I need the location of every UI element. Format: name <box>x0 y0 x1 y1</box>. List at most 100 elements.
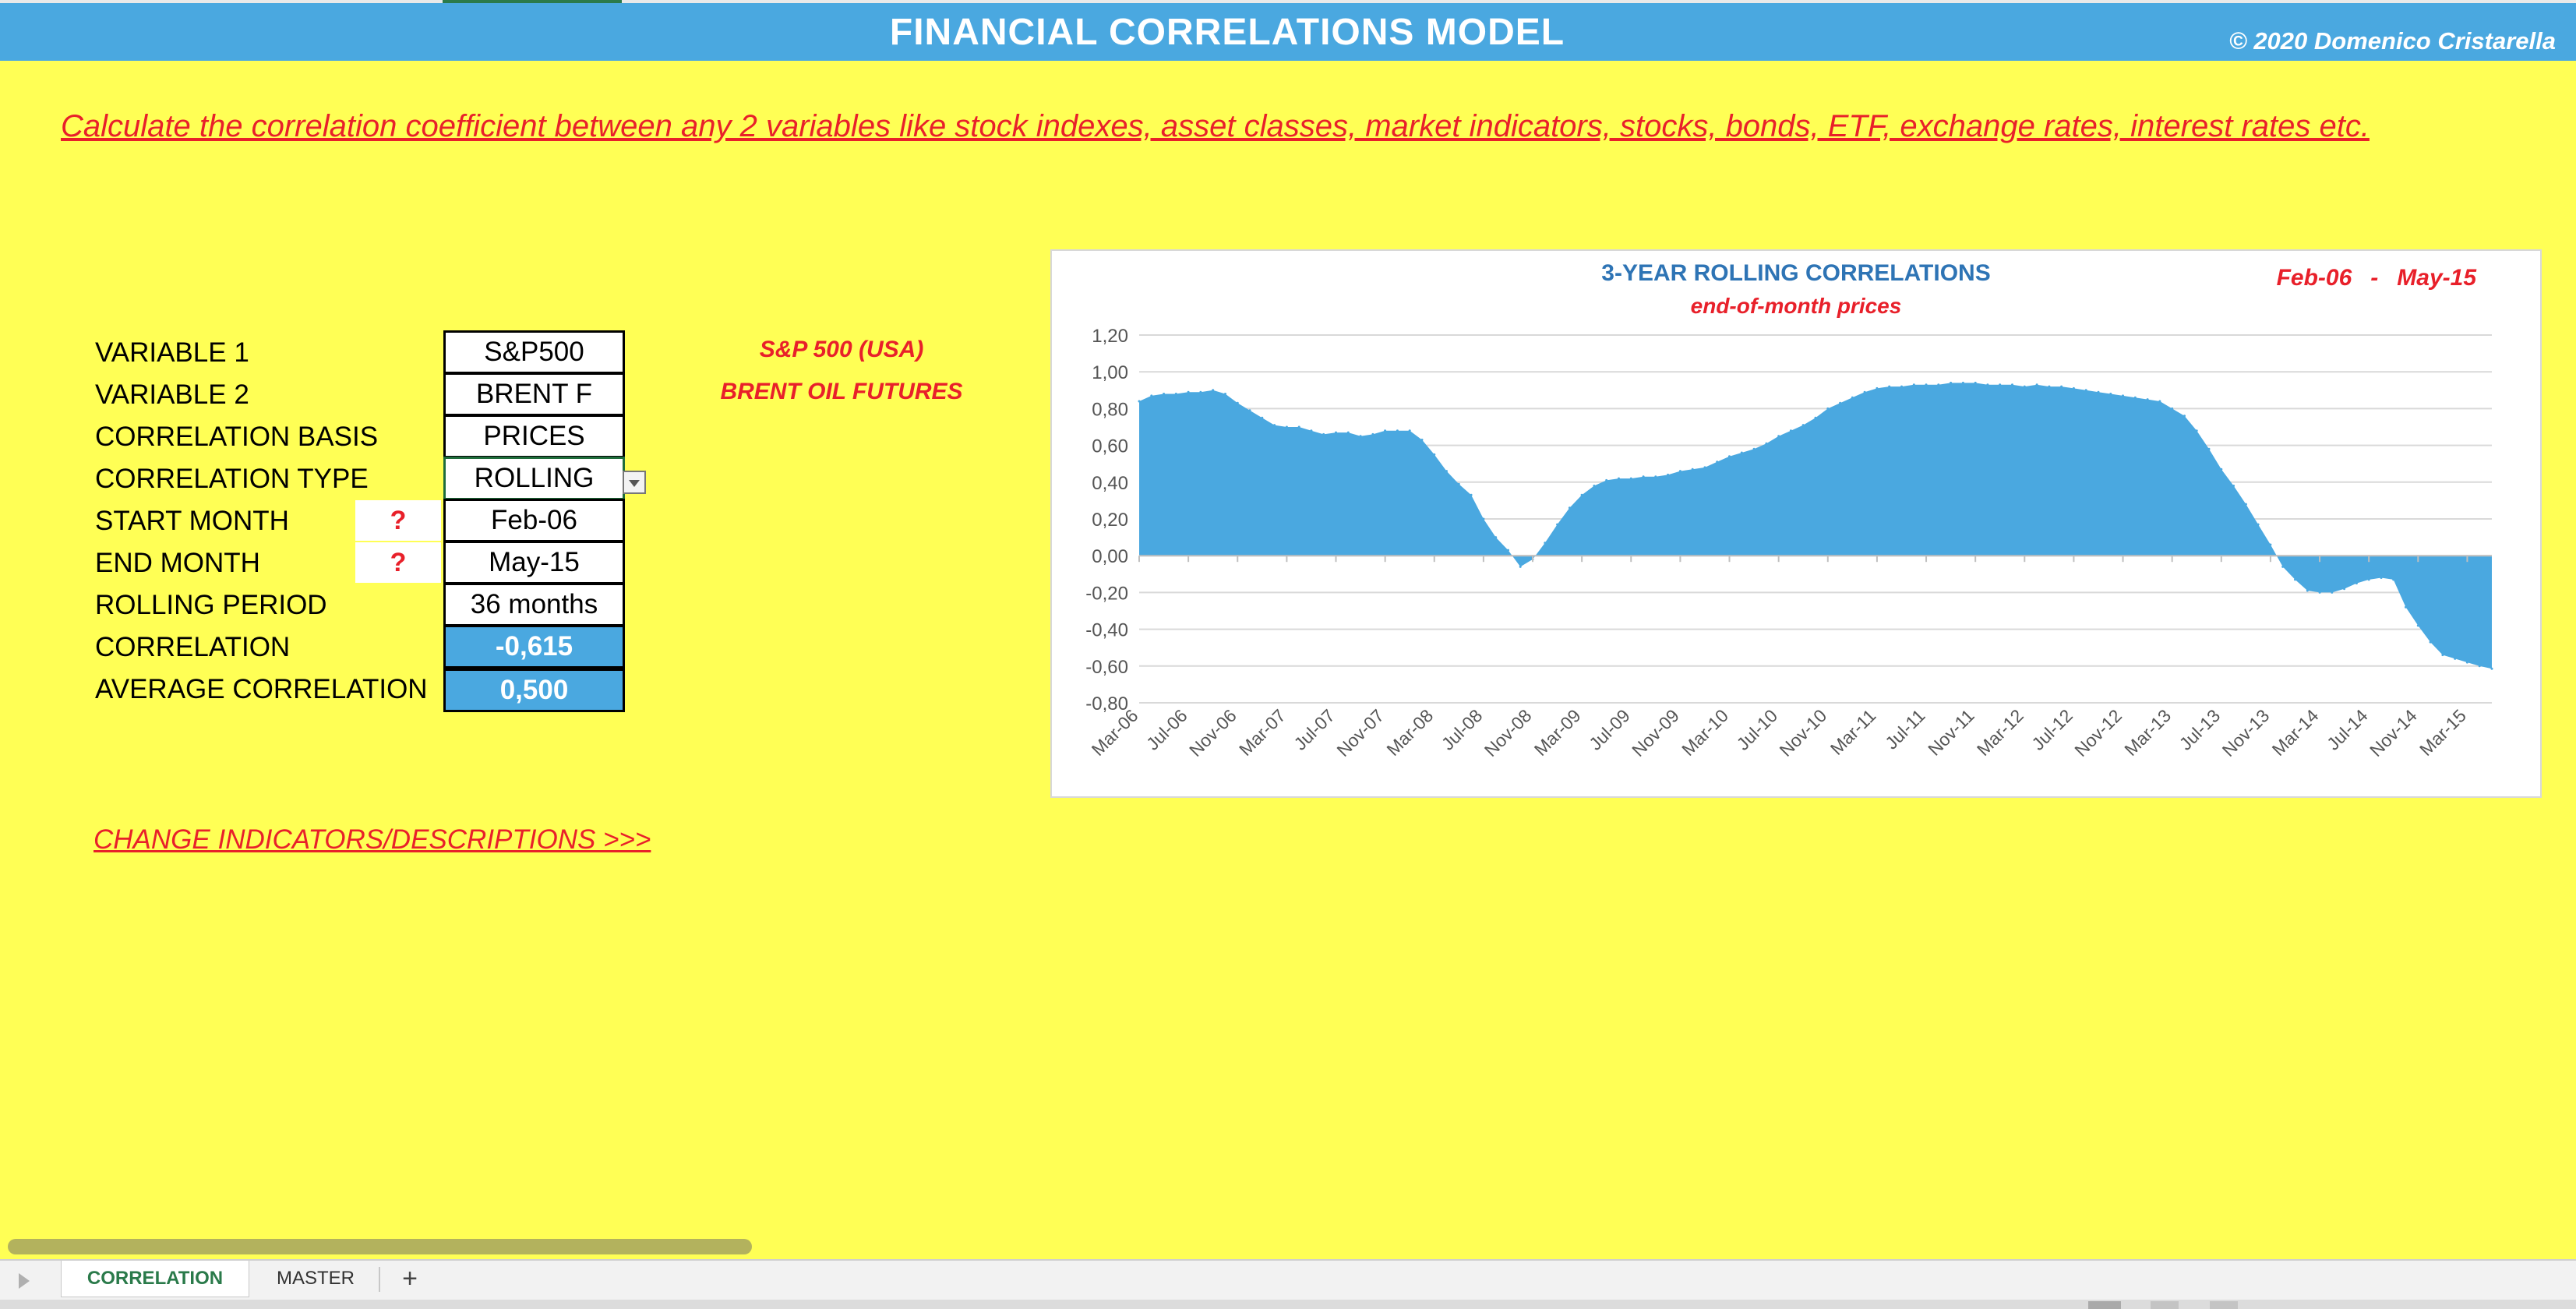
x-tick-label: Mar-09 <box>1530 705 1585 760</box>
data-point <box>1888 385 1891 388</box>
data-point <box>1618 477 1620 480</box>
data-point <box>1408 429 1411 432</box>
tab-correlation[interactable]: CORRELATION <box>61 1261 249 1297</box>
data-point <box>2465 661 2468 664</box>
tab-master[interactable]: MASTER <box>276 1268 355 1289</box>
data-point <box>2281 565 2285 568</box>
end-month-cell[interactable]: May-15 <box>443 541 625 584</box>
data-point <box>1445 470 1448 473</box>
x-tick-label: Mar-14 <box>2268 705 2323 760</box>
data-point <box>1900 385 1903 388</box>
data-point <box>1777 435 1780 438</box>
data-point <box>1359 435 1362 438</box>
data-point <box>1273 424 1276 427</box>
range-end: May-15 <box>2397 265 2476 291</box>
x-tick-label: Jul-10 <box>1733 705 1782 754</box>
data-point <box>1384 429 1387 432</box>
type-cell[interactable]: ROLLING <box>443 457 625 500</box>
data-point <box>1593 485 1596 487</box>
chart-title: 3-YEAR ROLLING CORRELATIONS <box>1601 260 1990 286</box>
data-point <box>1863 390 1866 393</box>
variable1-cell[interactable]: S&P500 <box>443 330 625 374</box>
data-point <box>1457 482 1460 485</box>
data-point <box>2035 383 2038 386</box>
page-layout-icon[interactable] <box>2151 1301 2179 1309</box>
variable2-cell[interactable]: BRENT F <box>443 372 625 416</box>
copyright-text: © 2020 Domenico Cristarella <box>2228 27 2556 55</box>
data-point <box>1224 393 1226 395</box>
page-break-icon[interactable] <box>2210 1301 2238 1309</box>
x-tick-label: Mar-13 <box>2120 705 2175 760</box>
average-correlation-value[interactable]: 0,500 <box>443 669 625 712</box>
data-point <box>2343 587 2346 591</box>
x-tick-label: Nov-07 <box>1332 705 1388 760</box>
data-point <box>1629 477 1632 480</box>
data-point <box>2380 577 2383 579</box>
data-point <box>1163 393 1166 395</box>
data-point <box>2133 396 2137 399</box>
data-point <box>1556 523 1559 526</box>
x-tick-label: Mar-08 <box>1382 705 1437 760</box>
data-point <box>2294 578 2296 581</box>
data-point <box>2097 390 2100 393</box>
data-point <box>1752 447 1756 450</box>
start-month-help[interactable]: ? <box>355 500 441 541</box>
data-point <box>1470 493 1473 496</box>
rolling-period-cell[interactable]: 36 months <box>443 583 625 626</box>
data-point <box>2158 400 2161 403</box>
x-tick-label: Nov-13 <box>2218 705 2274 760</box>
data-point <box>1703 466 1706 469</box>
end-month-help[interactable]: ? <box>355 542 441 583</box>
y-tick-label: -0,60 <box>1085 657 1128 678</box>
y-tick-label: 1,00 <box>1092 362 1128 383</box>
x-tick-label: Jul-06 <box>1142 705 1191 754</box>
rolling-correlation-chart[interactable]: 3-YEAR ROLLING CORRELATIONS end-of-month … <box>1050 249 2542 798</box>
chart-date-range: Feb-06- May-15 <box>2267 265 2486 291</box>
x-tick-label: Jul-09 <box>1585 705 1634 754</box>
data-point <box>1876 386 1879 390</box>
data-point <box>2355 582 2358 585</box>
data-point <box>2318 591 2321 594</box>
variable1-label: VARIABLE 1 <box>95 337 249 368</box>
add-sheet-button[interactable]: + <box>402 1264 418 1293</box>
top-edge <box>0 0 2576 3</box>
average-correlation-label: AVERAGE CORRELATION <box>95 674 428 704</box>
page-title: FINANCIAL CORRELATIONS MODEL <box>889 12 1565 53</box>
type-dropdown-button[interactable] <box>623 471 646 494</box>
normal-view-icon[interactable] <box>2088 1301 2121 1309</box>
variable2-description: BRENT OIL FUTURES <box>720 379 963 404</box>
change-indicators-link[interactable]: CHANGE INDICATORS/DESCRIPTIONS >>> <box>94 824 651 855</box>
x-tick-label: Jul-08 <box>1438 705 1487 754</box>
data-point <box>1236 401 1239 404</box>
data-point <box>2454 657 2457 660</box>
y-tick-label: -0,40 <box>1085 620 1128 641</box>
data-point <box>2084 389 2087 392</box>
start-month-cell[interactable]: Feb-06 <box>443 499 625 542</box>
horizontal-scroll-thumb[interactable] <box>8 1239 752 1254</box>
y-tick-label: -0,80 <box>1085 693 1128 714</box>
data-point <box>2171 407 2174 410</box>
data-point <box>2232 485 2235 487</box>
x-tick-label: Mar-10 <box>1678 705 1732 760</box>
data-point <box>1371 432 1374 436</box>
x-tick-label: Nov-08 <box>1480 705 1536 760</box>
variable1-description: S&P 500 (USA) <box>759 337 924 362</box>
tab-scroll-arrow-icon[interactable] <box>19 1273 30 1289</box>
data-point <box>1642 475 1645 478</box>
data-point <box>2416 624 2419 627</box>
x-tick-label: Jul-13 <box>2175 705 2225 754</box>
data-point <box>1814 416 1817 419</box>
data-point <box>1851 396 1854 399</box>
basis-cell[interactable]: PRICES <box>443 415 625 458</box>
data-point <box>1420 439 1424 441</box>
data-point <box>1654 475 1657 478</box>
correlation-value[interactable]: -0,615 <box>443 625 625 669</box>
data-point <box>1494 536 1498 539</box>
data-point <box>2392 578 2395 581</box>
header-banner: FINANCIAL CORRELATIONS MODEL © 2020 Dome… <box>0 3 2576 61</box>
data-point <box>1212 389 1215 392</box>
chart-svg: 3-YEAR ROLLING CORRELATIONS end-of-month … <box>1085 260 2493 760</box>
data-point <box>2023 385 2026 388</box>
x-tick-label: Nov-12 <box>2070 705 2126 760</box>
data-point <box>1765 442 1768 445</box>
